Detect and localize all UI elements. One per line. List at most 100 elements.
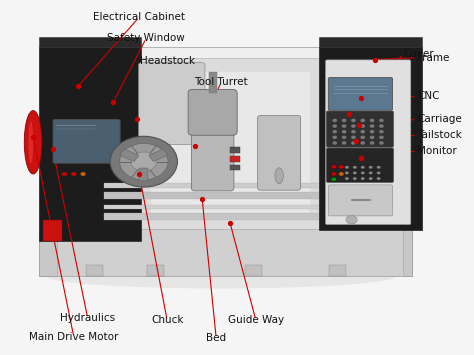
FancyBboxPatch shape [139,63,205,144]
Circle shape [351,119,356,122]
Circle shape [370,141,374,145]
Circle shape [119,143,168,180]
Circle shape [80,172,86,176]
Bar [119,149,139,162]
Circle shape [338,165,344,169]
Bar [245,265,262,276]
Polygon shape [141,58,319,230]
Bar [44,220,62,241]
Circle shape [331,165,337,169]
Circle shape [351,124,356,128]
Circle shape [353,171,357,174]
Text: Monitor: Monitor [417,146,456,156]
Text: Bed: Bed [206,333,226,343]
Circle shape [342,136,346,139]
Circle shape [342,119,346,122]
Circle shape [346,215,357,224]
Circle shape [342,124,346,128]
Circle shape [377,166,381,169]
Circle shape [360,130,365,133]
FancyBboxPatch shape [326,60,411,225]
Circle shape [338,172,344,176]
Circle shape [332,130,337,133]
Circle shape [131,152,156,171]
Circle shape [332,136,337,139]
Circle shape [379,130,384,133]
Circle shape [370,119,374,122]
Ellipse shape [275,168,283,184]
Circle shape [332,141,337,145]
Circle shape [360,136,365,139]
Text: Safety Window: Safety Window [107,33,185,43]
Text: CNC: CNC [417,92,439,102]
Polygon shape [319,47,421,230]
Bar [230,147,240,153]
Circle shape [360,124,365,128]
Circle shape [370,136,374,139]
Circle shape [379,119,384,122]
Circle shape [345,177,349,180]
Text: Guide Way: Guide Way [228,315,284,325]
Circle shape [360,141,365,145]
Ellipse shape [46,264,396,289]
Bar [104,192,347,199]
Circle shape [379,141,384,145]
Circle shape [377,177,381,180]
Circle shape [361,166,365,169]
Circle shape [361,171,365,174]
Text: Main Drive Motor: Main Drive Motor [29,332,118,342]
Circle shape [331,172,337,176]
FancyBboxPatch shape [328,77,392,110]
Text: Electrical Cabinet: Electrical Cabinet [93,12,185,22]
Text: Tailstock: Tailstock [417,130,462,140]
Polygon shape [39,230,412,276]
Circle shape [369,177,373,180]
Circle shape [369,166,373,169]
Polygon shape [57,229,403,276]
Circle shape [360,119,365,122]
Text: Chuck: Chuck [151,315,183,325]
Circle shape [379,124,384,128]
Circle shape [342,141,346,145]
Bar [104,204,347,209]
Bar [230,165,240,170]
Circle shape [369,171,373,174]
Circle shape [110,136,177,187]
FancyBboxPatch shape [326,111,393,147]
Circle shape [351,136,356,139]
Bar [139,168,148,181]
FancyBboxPatch shape [191,115,234,191]
Circle shape [62,172,67,176]
FancyBboxPatch shape [328,185,392,216]
Polygon shape [48,65,408,230]
FancyBboxPatch shape [326,148,393,182]
Circle shape [332,119,337,122]
FancyBboxPatch shape [53,120,120,163]
Circle shape [353,177,357,180]
Circle shape [342,130,346,133]
Circle shape [370,124,374,128]
Ellipse shape [24,110,42,174]
Text: Tool Turret: Tool Turret [194,77,247,87]
Bar [104,184,347,188]
Circle shape [345,171,349,174]
Circle shape [379,136,384,139]
Bar [86,265,103,276]
Bar [104,213,347,220]
Circle shape [351,141,356,145]
Circle shape [361,177,365,180]
Bar [329,265,346,276]
Circle shape [370,130,374,133]
Circle shape [345,166,349,169]
Bar [230,156,240,162]
Polygon shape [39,47,141,241]
Polygon shape [319,37,421,47]
Polygon shape [48,47,408,65]
Circle shape [353,166,357,169]
Text: Hydraulics: Hydraulics [60,313,115,323]
Bar [147,265,164,276]
Bar [209,72,217,93]
Circle shape [377,171,381,174]
Circle shape [331,177,337,181]
Text: Frame: Frame [417,53,449,63]
